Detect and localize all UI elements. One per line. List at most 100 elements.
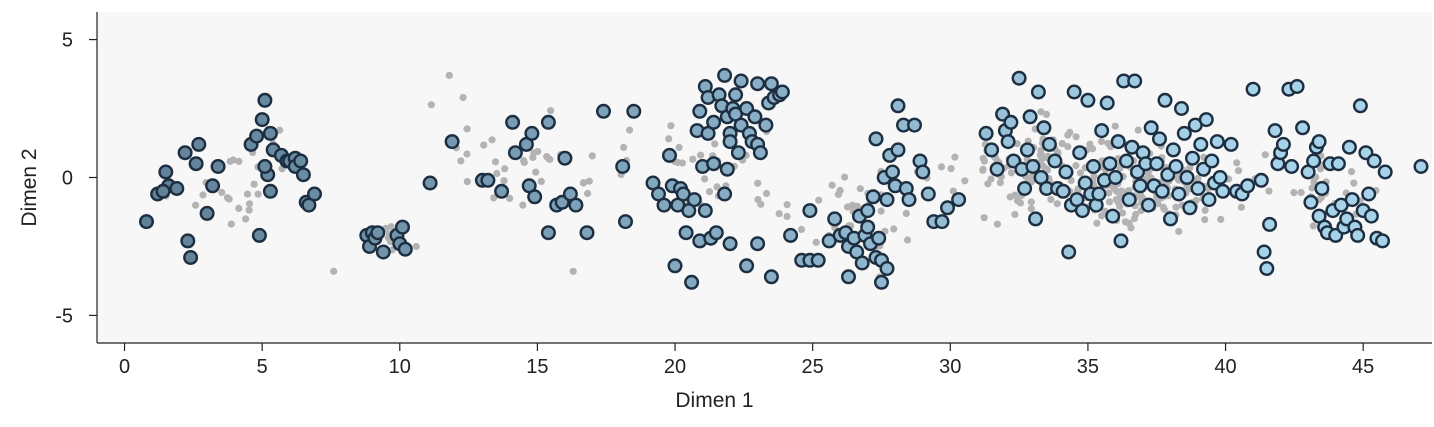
x-tick-label: 45 bbox=[1352, 356, 1374, 378]
data-point bbox=[708, 225, 724, 241]
background-point bbox=[1097, 137, 1106, 146]
data-point bbox=[210, 158, 226, 174]
data-point bbox=[1303, 194, 1319, 210]
data-point bbox=[667, 258, 683, 274]
background-point bbox=[812, 238, 820, 246]
background-point bbox=[1090, 172, 1098, 180]
background-point bbox=[1261, 151, 1269, 159]
background-point bbox=[463, 125, 471, 133]
highlighted-points bbox=[138, 67, 1429, 290]
data-point bbox=[827, 211, 843, 227]
background-point bbox=[947, 165, 955, 173]
data-point bbox=[951, 192, 967, 208]
data-point bbox=[860, 203, 876, 219]
background-point bbox=[949, 187, 957, 195]
background-point bbox=[843, 203, 852, 211]
background-point bbox=[235, 157, 243, 165]
data-point bbox=[1173, 100, 1189, 116]
data-point bbox=[1256, 244, 1272, 260]
x-tick-label: 25 bbox=[802, 356, 824, 378]
background-point bbox=[519, 201, 527, 209]
data-point bbox=[444, 134, 460, 150]
background-point bbox=[579, 179, 588, 187]
data-point bbox=[722, 134, 738, 150]
data-point bbox=[871, 230, 887, 246]
data-point bbox=[752, 145, 768, 161]
background-point bbox=[227, 220, 235, 228]
data-point bbox=[860, 219, 876, 235]
background-point bbox=[427, 101, 435, 109]
data-point bbox=[1366, 153, 1382, 169]
data-point bbox=[1190, 180, 1206, 196]
data-point bbox=[1011, 70, 1027, 86]
data-point bbox=[1025, 158, 1041, 174]
data-point bbox=[1275, 136, 1291, 152]
data-point bbox=[907, 117, 923, 133]
background-point bbox=[491, 158, 500, 166]
data-point bbox=[254, 112, 270, 128]
background-point bbox=[501, 165, 509, 173]
data-point bbox=[890, 98, 906, 114]
background-point bbox=[490, 194, 498, 202]
x-tick-label: 15 bbox=[526, 356, 548, 378]
data-point bbox=[1377, 164, 1393, 180]
background-point bbox=[330, 267, 338, 275]
data-point bbox=[706, 114, 722, 130]
background-point bbox=[1217, 215, 1225, 223]
background-point bbox=[665, 135, 673, 143]
background-point bbox=[1037, 108, 1045, 116]
data-point bbox=[262, 183, 278, 199]
background-point bbox=[961, 177, 969, 185]
background-point bbox=[1175, 227, 1183, 235]
data-point bbox=[370, 225, 386, 241]
background-point bbox=[585, 177, 593, 185]
background-point bbox=[1007, 169, 1016, 177]
data-point bbox=[1223, 136, 1239, 152]
data-point bbox=[719, 161, 735, 177]
background-point bbox=[620, 143, 628, 151]
background-point bbox=[250, 180, 258, 188]
background-point bbox=[675, 143, 683, 152]
data-point bbox=[1143, 120, 1159, 136]
data-point bbox=[678, 225, 694, 241]
data-point bbox=[1363, 208, 1379, 224]
background-point bbox=[488, 136, 496, 144]
data-point bbox=[307, 186, 323, 202]
background-point bbox=[459, 93, 467, 102]
background-point bbox=[993, 220, 1002, 228]
background-point bbox=[1201, 206, 1209, 214]
background-point bbox=[1116, 202, 1124, 211]
data-point bbox=[568, 197, 584, 213]
background-point bbox=[877, 207, 885, 215]
data-point bbox=[879, 192, 895, 208]
background-point bbox=[1134, 126, 1142, 134]
data-point bbox=[1413, 158, 1429, 174]
background-point bbox=[689, 155, 697, 163]
data-point bbox=[199, 205, 215, 221]
data-point bbox=[1314, 180, 1330, 196]
data-point bbox=[730, 145, 746, 161]
data-point bbox=[618, 214, 634, 230]
data-point bbox=[802, 203, 818, 219]
data-point bbox=[739, 258, 755, 274]
background-point bbox=[841, 173, 849, 181]
data-point bbox=[1352, 98, 1368, 114]
data-point bbox=[1201, 192, 1217, 208]
data-point bbox=[205, 178, 221, 194]
data-point bbox=[1022, 109, 1038, 125]
background-point bbox=[226, 157, 234, 165]
data-point bbox=[758, 117, 774, 133]
data-point bbox=[1306, 153, 1322, 169]
data-point bbox=[810, 252, 826, 268]
background-point bbox=[1064, 143, 1072, 151]
data-point bbox=[1102, 156, 1118, 172]
data-point bbox=[717, 186, 733, 202]
data-point bbox=[1047, 153, 1063, 169]
background-point bbox=[1027, 205, 1035, 213]
data-point bbox=[1080, 92, 1096, 108]
background-point bbox=[1064, 131, 1072, 139]
data-point bbox=[1240, 178, 1256, 194]
data-point bbox=[1000, 134, 1016, 150]
background-point bbox=[667, 122, 675, 130]
